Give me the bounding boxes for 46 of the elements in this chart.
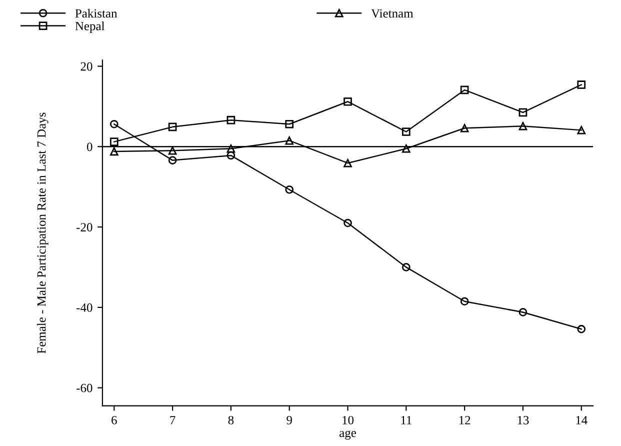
y-tick-label: -40 [76,303,92,312]
point [518,108,528,117]
y-tick-label: -20 [76,223,92,232]
legend-label: Pakistan [75,8,118,18]
point [168,146,177,155]
x-tick-label: 14 [576,416,588,424]
point [460,86,469,94]
point [226,144,236,153]
point [577,324,586,334]
point [518,122,528,130]
x-tick-label: 7 [170,416,176,424]
point [285,120,294,128]
point [110,147,118,156]
x-tick-label: 10 [342,416,354,424]
x-tick-label: 13 [518,416,529,424]
point [402,128,410,136]
point [110,138,118,146]
point [285,185,294,194]
point [402,263,410,272]
y-tick-label: 20 [80,62,92,71]
point [168,156,177,164]
point [460,124,469,132]
x-tick-label: 12 [459,416,470,424]
x-tick-label: 9 [286,416,292,424]
x-tick-label: 8 [228,416,234,424]
point [110,120,118,128]
x-tick-label: 11 [401,416,412,424]
y-tick-label: 0 [86,142,92,152]
point [226,116,236,124]
point [226,151,236,160]
point [577,126,586,134]
point [344,158,352,168]
y-tick-label: -60 [76,384,92,392]
point [344,97,352,106]
point [577,80,586,89]
x-axis-title: age [340,430,356,440]
point [285,136,294,145]
x-tick-label: 6 [112,416,117,424]
y-axis-title: Female - Male Participation Rate in Last 7 Days [36,112,48,354]
point [168,122,177,132]
point [460,297,469,306]
point [402,144,410,153]
legend-label: Vietnam [371,9,414,18]
point [344,218,352,228]
legend-label: Nepal [75,21,105,33]
point [518,308,528,316]
